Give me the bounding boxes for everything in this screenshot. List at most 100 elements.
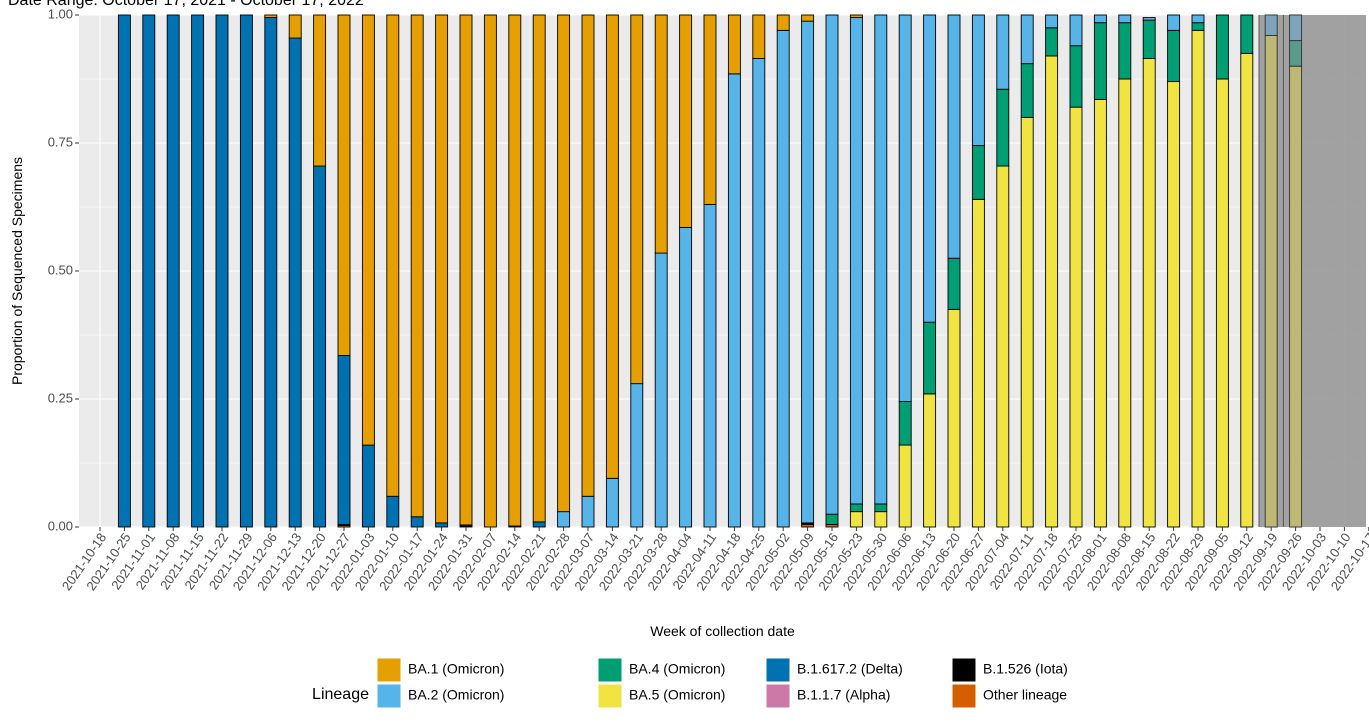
bar-segment <box>923 321 937 395</box>
legend-label: BA.2 (Omicron) <box>408 687 504 703</box>
bar-segment <box>239 14 253 528</box>
bar-segment <box>1020 116 1034 528</box>
legend: Lineage BA.1 (Omicron) BA.2 (Omicron) BA.4… <box>312 657 1068 709</box>
bar-segment-shaded <box>1289 14 1303 42</box>
legend-label: BA.4 (Omicron) <box>629 661 725 677</box>
legend-key <box>765 657 791 683</box>
y-tick-label: 0.50 <box>48 262 73 277</box>
bar-segment <box>1045 55 1059 528</box>
bar-segment <box>1215 78 1229 528</box>
bar-segment-shaded <box>1264 35 1278 528</box>
bar-segment <box>508 14 522 527</box>
bar-segment <box>1191 29 1205 528</box>
shaded-region <box>1258 14 1366 528</box>
bar-segment <box>776 29 790 528</box>
bar-segment <box>776 14 790 31</box>
bar-segment <box>971 14 985 147</box>
bar-segment <box>264 14 278 19</box>
bar-segment <box>605 14 619 479</box>
bar-segment <box>386 495 400 528</box>
bar-segment <box>166 14 180 528</box>
bar-segment <box>874 14 888 505</box>
bar-segment <box>264 17 278 528</box>
bar-segment <box>752 58 766 528</box>
bar-segment <box>1069 45 1083 108</box>
bar-segment <box>1240 14 1254 54</box>
bar-segment <box>1142 17 1156 21</box>
bar-segment <box>581 495 595 528</box>
bar-segment <box>849 511 863 528</box>
bar-segment <box>337 355 351 525</box>
bar-segment <box>679 227 693 528</box>
bar-segment <box>849 503 863 513</box>
legend-key <box>376 683 402 709</box>
bar-segment <box>386 14 400 497</box>
bar-segment <box>1093 22 1107 100</box>
bar-segment <box>1142 58 1156 528</box>
bar-segment <box>1093 14 1107 24</box>
bar-segment <box>410 516 424 528</box>
legend-key <box>597 657 623 683</box>
bar-segment <box>923 14 937 323</box>
bar-segment <box>1118 78 1132 528</box>
bar-segment <box>532 521 546 528</box>
x-axis: 2021-10-182021-10-252021-11-012021-11-08… <box>59 527 1369 593</box>
bar-segment <box>1093 99 1107 528</box>
bar-segment <box>923 393 937 528</box>
bar-segment <box>1020 63 1034 118</box>
bar-segment <box>288 14 302 39</box>
bar-segment-shaded <box>1289 65 1303 528</box>
bar-segment <box>849 17 863 505</box>
bar-segment <box>532 14 546 523</box>
bar-segment <box>801 20 815 524</box>
legend-key <box>765 683 791 709</box>
legend-key <box>597 683 623 709</box>
bar-segment <box>825 14 839 515</box>
bar-segment <box>581 14 595 497</box>
bar-segment <box>996 14 1010 90</box>
bar-segment <box>849 14 863 19</box>
bar-segment <box>1020 14 1034 65</box>
y-tick-label: 0.25 <box>48 390 73 405</box>
legend-key <box>376 657 402 683</box>
bar-segment <box>947 308 961 528</box>
bar-segment <box>1069 14 1083 47</box>
bar-segment <box>874 503 888 513</box>
bar-segment <box>435 522 449 528</box>
legend-label: B.1.526 (Iota) <box>983 661 1068 677</box>
bar-segment <box>361 444 375 528</box>
bar-segment <box>313 165 327 528</box>
bar-segment <box>703 14 717 205</box>
bar-segment <box>459 14 473 526</box>
bar-segment <box>947 257 961 310</box>
bar-segment <box>142 14 156 528</box>
bar-segment <box>1167 14 1181 31</box>
bar-segment-shaded <box>1289 40 1303 67</box>
bar-segment <box>654 14 668 254</box>
bar-segment <box>996 165 1010 528</box>
bar-segment <box>215 14 229 528</box>
bar-segment <box>1167 29 1181 83</box>
bar-segment <box>288 37 302 528</box>
bar-segment <box>117 14 131 528</box>
bar-segment <box>727 73 741 528</box>
legend-label: B.1.617.2 (Delta) <box>797 661 903 677</box>
bar-segment <box>898 401 912 446</box>
bar-segment <box>654 252 668 528</box>
legend-key <box>951 683 977 709</box>
bar-segment <box>825 513 839 525</box>
bar-segment <box>313 14 327 167</box>
bar-segment <box>1045 27 1059 57</box>
bar-segment <box>752 14 766 59</box>
bar-segment <box>410 14 424 518</box>
x-axis-title: Week of collection date <box>650 623 795 639</box>
bar-segment <box>630 14 644 385</box>
bar-segment-shaded <box>1264 14 1278 36</box>
bar-segment <box>1215 14 1229 80</box>
y-axis: 0.00 0.25 0.50 0.75 1.00 <box>48 6 79 533</box>
bar-segment <box>971 198 985 528</box>
bar-segment <box>337 14 351 356</box>
bar-segment <box>1069 106 1083 528</box>
bar-segment <box>630 383 644 528</box>
y-axis-title: Proportion of Sequenced Specimens <box>9 157 25 385</box>
